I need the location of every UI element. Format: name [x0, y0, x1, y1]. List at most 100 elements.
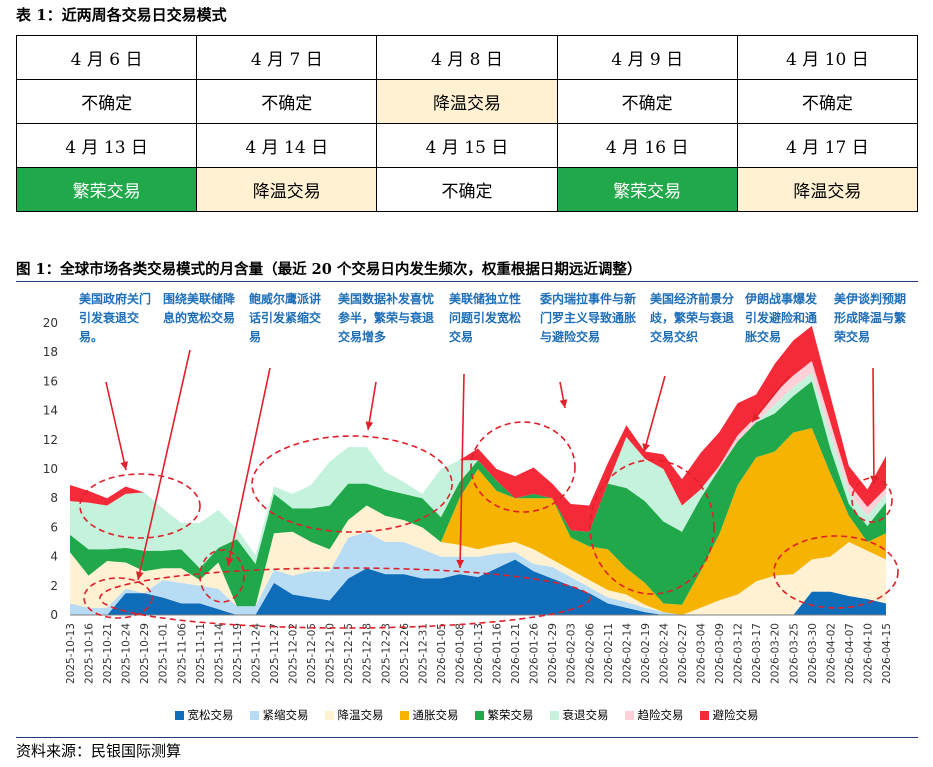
- annotation-arrow: [105, 381, 127, 471]
- annotation-us-outlook: 美国经济前景分歧，繁荣与衰退交易交织: [650, 292, 735, 344]
- legend-label: 宽松交易: [187, 708, 234, 722]
- legend-label: 繁荣交易: [487, 708, 534, 722]
- series-area-4: [70, 381, 886, 607]
- table-date-cell: 4 月 13 日: [15, 123, 198, 168]
- source-note: 资料来源：民银国际测算: [16, 742, 182, 760]
- table-date-cell: 4 月 17 日: [736, 123, 919, 168]
- table-mode-cell: 降温交易: [376, 79, 558, 124]
- x-tick-label: 2026-02-11: [603, 623, 615, 684]
- x-tick-label: 2026-03-20: [770, 623, 782, 684]
- table-mode-cell: 繁荣交易: [556, 167, 738, 212]
- x-tick-label: 2025-10-21: [102, 623, 114, 684]
- chart-legend: 宽松交易 紧缩交易 降温交易 通胀交易 繁荣交易 衰退交易 趋险交易 避险交易: [0, 707, 933, 723]
- x-tick-label: 2026-01-13: [473, 623, 485, 684]
- x-tick-label: 2025-10-24: [121, 623, 133, 684]
- x-tick-label: 2026-01-29: [547, 623, 559, 684]
- highlight-ellipse: [773, 535, 899, 609]
- figure-title: 图 1：全球市场各类交易模式的月含量（最近 20 个交易日内发生频次，权重根据日…: [16, 261, 642, 278]
- x-tick-label: 2026-04-02: [825, 623, 837, 684]
- x-tick-label: 2025-11-27: [269, 623, 281, 684]
- legend-label: 紧缩交易: [262, 708, 309, 722]
- legend-label: 避险交易: [712, 708, 759, 722]
- y-tick-label: 14: [43, 404, 58, 418]
- annotation-arrow-head: [456, 559, 465, 568]
- legend-item: 繁荣交易: [474, 707, 534, 723]
- x-tick-label: 2026-03-17: [751, 623, 763, 684]
- annotation-arrow: [872, 367, 875, 485]
- y-tick-label: 8: [50, 491, 58, 505]
- table-date-cell: 4 月 10 日: [736, 35, 919, 80]
- legend-swatch: [399, 711, 409, 720]
- legend-item: 降温交易: [324, 707, 384, 723]
- legend-item: 趋险交易: [624, 707, 684, 723]
- annotation-arrow: [459, 373, 465, 569]
- annotation-shutdown: 美国政府关门引发衰退交易。: [79, 292, 152, 344]
- table-row: 不确定 不确定 降温交易 不确定 不确定: [15, 79, 919, 124]
- table-mode-cell: 不确定: [196, 79, 378, 124]
- x-tick-label: 2025-11-06: [176, 623, 188, 684]
- annotation-arrow-head: [642, 443, 650, 452]
- annotation-us-iran-talks: 美伊谈判预期形成降温与繁荣交易: [834, 292, 907, 344]
- annotation-powell-hawkish: 鲍威尔鹰派讲话引发紧缩交易: [249, 292, 322, 344]
- table-date-cell: 4 月 9 日: [556, 35, 738, 80]
- legend-label: 降温交易: [337, 708, 384, 722]
- x-tick-label: 2025-10-29: [139, 623, 151, 684]
- x-tick-label: 2025-11-14: [213, 623, 225, 684]
- x-tick-label: 2026-02-14: [621, 623, 633, 684]
- highlight-ellipse: [589, 459, 715, 595]
- x-tick-label: 2026-01-26: [529, 623, 541, 684]
- x-tick-label: 2025-12-31: [417, 623, 429, 684]
- x-tick-label: 2026-01-08: [454, 623, 466, 684]
- series-area-0: [70, 559, 886, 615]
- x-tick-label: 2025-11-24: [250, 623, 262, 684]
- annotation-arrow-head: [752, 413, 761, 422]
- annotation-arrow: [751, 375, 790, 423]
- y-tick-label: 10: [43, 462, 58, 476]
- legend-label: 衰退交易: [562, 708, 609, 722]
- x-tick-label: 2025-11-11: [195, 623, 207, 684]
- highlight-ellipse: [470, 421, 576, 513]
- y-tick-label: 0: [50, 608, 58, 622]
- legend-swatch: [249, 711, 259, 720]
- x-tick-label: 2025-10-13: [65, 623, 77, 684]
- table-date-cell: 4 月 14 日: [196, 123, 378, 168]
- x-tick-label: 2025-12-26: [399, 623, 411, 684]
- legend-label: 趋险交易: [637, 708, 684, 722]
- table-mode-cell: 降温交易: [736, 167, 919, 212]
- x-tick-label: 2025-11-19: [232, 623, 244, 684]
- y-tick-label: 18: [43, 345, 58, 359]
- highlight-ellipse: [251, 435, 453, 533]
- x-tick-label: 2025-12-23: [380, 623, 392, 684]
- table-row: 繁荣交易 降温交易 不确定 繁荣交易 降温交易: [15, 167, 919, 212]
- table-title: 表 1：近两周各交易日交易模式: [16, 6, 227, 24]
- legend-swatch: [474, 711, 484, 720]
- y-tick-label: 20: [43, 316, 58, 330]
- annotation-arrow-head: [120, 461, 129, 470]
- legend-item: 避险交易: [699, 707, 759, 723]
- annotation-arrow-head: [135, 571, 144, 580]
- x-tick-label: 2026-01-05: [436, 623, 448, 684]
- legend-label: 通胀交易: [412, 708, 459, 722]
- legend-item: 紧缩交易: [249, 707, 309, 723]
- annotation-arrow-head: [559, 399, 568, 408]
- legend-item: 宽松交易: [174, 707, 234, 723]
- x-tick-label: 2026-03-04: [696, 623, 708, 684]
- table-date-cell: 4 月 8 日: [376, 35, 558, 80]
- table-row: 4 月 6 日 4 月 7 日 4 月 8 日 4 月 9 日 4 月 10 日: [15, 35, 919, 80]
- x-tick-label: 2026-01-21: [510, 623, 522, 684]
- annotation-arrow-head: [225, 557, 234, 566]
- legend-item: 通胀交易: [399, 707, 459, 723]
- x-tick-label: 2026-03-30: [807, 623, 819, 684]
- y-tick-label: 2: [50, 579, 58, 593]
- table-mode-cell: 降温交易: [196, 167, 378, 212]
- annotation-fed-independence: 美联储独立性问题引发宽松交易: [449, 292, 522, 344]
- y-tick-label: 16: [43, 374, 58, 388]
- y-tick-label: 12: [43, 433, 58, 447]
- annotation-fed-cut: 围绕美联储降息的宽松交易: [163, 292, 236, 325]
- highlight-ellipse: [199, 549, 245, 603]
- trade-mode-table: 4 月 6 日 4 月 7 日 4 月 8 日 4 月 9 日 4 月 10 日…: [15, 35, 919, 212]
- x-tick-label: 2026-03-09: [714, 623, 726, 684]
- annotation-arrow: [137, 349, 191, 581]
- x-tick-label: 2026-02-19: [640, 623, 652, 684]
